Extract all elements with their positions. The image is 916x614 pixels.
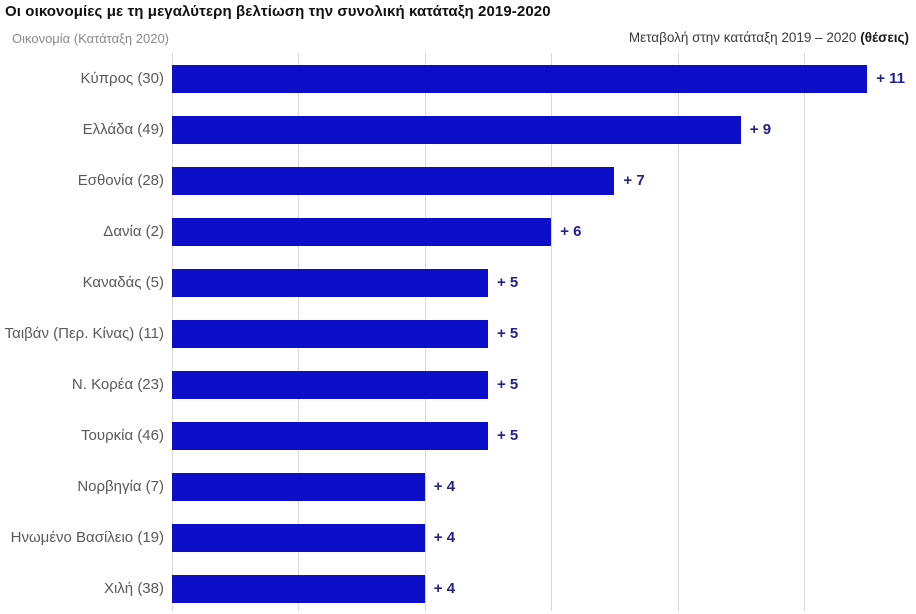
chart-title: Οι οικονομίες με τη μεγαλύτερη βελτίωση … bbox=[5, 3, 551, 20]
bar-row: Καναδάς (5) + 5 bbox=[0, 257, 916, 308]
bar bbox=[172, 217, 552, 246]
bar bbox=[172, 523, 425, 552]
bar-row: Χιλή (38) + 4 bbox=[0, 563, 916, 614]
value-label: + 5 bbox=[497, 376, 519, 393]
gridline bbox=[804, 53, 805, 611]
value-label: + 7 bbox=[623, 172, 645, 189]
category-label: Νορβηγία (7) bbox=[77, 478, 164, 495]
bar-row: Ν. Κορέα (23) + 5 bbox=[0, 359, 916, 410]
x-axis-header: Μεταβολή στην κατάταξη 2019 – 2020 (θέσε… bbox=[629, 30, 909, 45]
bar bbox=[172, 115, 741, 144]
bar-row: Δανία (2) + 6 bbox=[0, 206, 916, 257]
bar bbox=[172, 370, 488, 399]
plot-area: Κύπρος (30) + 11 Ελλάδα (49) + 9 Εσθονία (28… bbox=[0, 53, 916, 611]
x-axis-header-regular: Μεταβολή στην κατάταξη 2019 – 2020 bbox=[628, 30, 861, 45]
value-label: + 5 bbox=[497, 427, 519, 444]
bar bbox=[172, 166, 615, 195]
category-label: Χιλή (38) bbox=[103, 580, 164, 597]
gridline bbox=[551, 53, 553, 611]
bar bbox=[172, 472, 425, 501]
category-label: Δανία (2) bbox=[103, 223, 164, 240]
category-label: Ηνωμένο Βασίλειο (19) bbox=[10, 529, 164, 546]
value-label: + 4 bbox=[433, 529, 456, 546]
bar-row: Ταιβάν (Περ. Κίνας) (11) + 5 bbox=[0, 308, 916, 359]
x-axis-header-bold: (θέσεις) bbox=[860, 30, 909, 45]
bar-row: Νορβηγία (7) + 4 bbox=[0, 461, 916, 512]
value-label: + 5 bbox=[497, 274, 519, 291]
value-label: + 4 bbox=[433, 580, 456, 597]
bar bbox=[172, 64, 868, 93]
y-axis-header: Οικονομία (Κατάταξη 2020) bbox=[12, 31, 170, 46]
bar-row: Ηνωμένο Βασίλειο (19) + 4 bbox=[0, 512, 916, 563]
bar bbox=[172, 319, 488, 348]
category-label: Ν. Κορέα (23) bbox=[71, 376, 164, 393]
bar-rows: Κύπρος (30) + 11 Ελλάδα (49) + 9 Εσθονία (28… bbox=[0, 53, 916, 614]
category-label: Τουρκία (46) bbox=[81, 427, 164, 444]
bar bbox=[172, 268, 488, 297]
gridline bbox=[677, 53, 679, 611]
value-label: + 11 bbox=[876, 70, 905, 87]
bar-row: Ελλάδα (49) + 9 bbox=[0, 104, 916, 155]
category-label: Εσθονία (28) bbox=[77, 172, 164, 189]
bar-row: Κύπρος (30) + 11 bbox=[0, 53, 916, 104]
value-label: + 9 bbox=[749, 121, 772, 138]
bar bbox=[172, 421, 488, 450]
value-label: + 6 bbox=[560, 223, 582, 240]
value-label: + 4 bbox=[433, 478, 456, 495]
category-label: Καναδάς (5) bbox=[82, 274, 164, 291]
category-label: Ελλάδα (49) bbox=[82, 121, 164, 138]
value-label: + 5 bbox=[497, 325, 519, 342]
bar-row: Εσθονία (28) + 7 bbox=[0, 155, 916, 206]
bar bbox=[172, 574, 425, 603]
category-label: Ταιβάν (Περ. Κίνας) (11) bbox=[4, 325, 164, 342]
bar-row: Τουρκία (46) + 5 bbox=[0, 410, 916, 461]
category-label: Κύπρος (30) bbox=[80, 70, 164, 87]
